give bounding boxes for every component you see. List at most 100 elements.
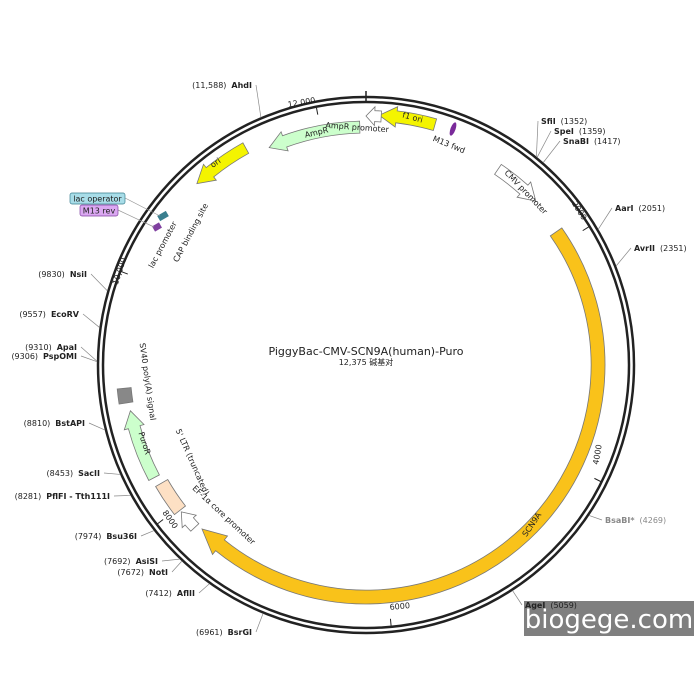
site-position: (11,588) bbox=[192, 81, 226, 90]
feature-4 bbox=[494, 163, 537, 202]
feature-0 bbox=[378, 106, 438, 131]
site-label: (7412) AflII bbox=[145, 589, 195, 598]
site-label: SfiI (1352) bbox=[541, 117, 587, 126]
site-connector bbox=[615, 247, 632, 267]
site-label: (7974) Bsu36I bbox=[75, 532, 137, 541]
site-position: (7672) bbox=[117, 568, 144, 577]
feature-6 bbox=[123, 410, 160, 482]
site-label: (8453) SacII bbox=[47, 469, 100, 478]
site-connector bbox=[103, 472, 121, 475]
site-position: (7692) bbox=[104, 557, 131, 566]
site-connector bbox=[80, 346, 98, 362]
watermark: biogege.com bbox=[525, 605, 693, 635]
plasmid-size: 12,375 碱基对 bbox=[339, 357, 394, 367]
site-name: BstAPI bbox=[55, 419, 85, 428]
feature-label: CMV promoter bbox=[503, 168, 550, 216]
site-connector bbox=[588, 515, 603, 521]
feature-label: lac operator bbox=[73, 195, 122, 204]
site-position: (1352) bbox=[561, 117, 588, 126]
site-label: BsaBI* (4269) bbox=[605, 516, 666, 525]
site-position: (8453) bbox=[47, 469, 74, 478]
site-position: (5059) bbox=[550, 601, 577, 610]
leader-line bbox=[124, 197, 161, 217]
ruler-label: 2000 bbox=[570, 200, 588, 222]
feature-2 bbox=[268, 120, 361, 152]
site-name: SnaBI bbox=[563, 137, 589, 146]
site-position: (2051) bbox=[639, 204, 666, 213]
site-name: AgeI bbox=[525, 601, 545, 610]
feature-7 bbox=[155, 478, 187, 516]
lac-operator-mark bbox=[157, 210, 169, 222]
feature-label: M13 rev bbox=[83, 207, 116, 216]
site-connector bbox=[82, 313, 100, 328]
site-name: AsiSI bbox=[136, 557, 158, 566]
feature-1 bbox=[365, 105, 382, 127]
site-label: (9310) ApaI bbox=[25, 343, 77, 352]
site-label: (9306) PspOMI bbox=[11, 352, 77, 361]
site-connector bbox=[536, 120, 539, 157]
site-name: SacII bbox=[78, 469, 100, 478]
ruler-tick bbox=[389, 618, 392, 626]
site-position: (9557) bbox=[19, 310, 46, 319]
m13-rev-mark bbox=[152, 222, 162, 232]
site-label: (8810) BstAPI bbox=[24, 419, 85, 428]
site-name: BsaBI* bbox=[605, 516, 635, 525]
site-position: (2351) bbox=[660, 244, 687, 253]
site-label: (8281) PflFI - Tth111I bbox=[15, 492, 110, 501]
ruler-tick bbox=[157, 519, 164, 525]
feature-8 bbox=[180, 511, 200, 532]
site-name: AflII bbox=[177, 589, 195, 598]
site-connector bbox=[255, 84, 262, 118]
site-name: EcoRV bbox=[51, 310, 80, 319]
ruler-label: 10,000 bbox=[111, 257, 128, 286]
site-position: (6961) bbox=[196, 628, 223, 637]
site-position: (8810) bbox=[24, 419, 51, 428]
site-connector bbox=[113, 495, 131, 497]
site-position: (8281) bbox=[15, 492, 42, 501]
site-label: (7692) AsiSI bbox=[104, 557, 158, 566]
site-position: (9306) bbox=[11, 352, 38, 361]
m13-fwd-mark bbox=[449, 122, 457, 136]
ruler-tick bbox=[594, 477, 601, 482]
site-connector bbox=[90, 273, 108, 292]
feature-5 bbox=[201, 227, 606, 605]
ruler-tick bbox=[121, 271, 128, 275]
site-connector bbox=[597, 207, 613, 230]
site-position: (9830) bbox=[38, 270, 65, 279]
site-connector bbox=[171, 560, 183, 573]
feature-label: SV40 poly(A) signal bbox=[138, 342, 158, 421]
site-name: AarI bbox=[615, 204, 634, 213]
feature-label: M13 fwd bbox=[432, 134, 467, 155]
site-label: SnaBI (1417) bbox=[563, 137, 621, 146]
site-position: (1417) bbox=[594, 137, 621, 146]
site-connector bbox=[88, 422, 106, 431]
site-name: Bsu36I bbox=[106, 532, 137, 541]
site-name: SpeI bbox=[554, 127, 574, 136]
feature-label-box bbox=[79, 204, 119, 217]
feature-label: CAP binding site bbox=[172, 202, 211, 264]
site-connector bbox=[512, 590, 523, 606]
site-position: (4269) bbox=[640, 516, 667, 525]
plasmid-title: PiggyBac-CMV-SCN9A(human)-Puro bbox=[268, 345, 463, 358]
ruler-label: 4000 bbox=[591, 444, 603, 466]
site-connector bbox=[80, 355, 98, 363]
site-position: (9310) bbox=[25, 343, 52, 352]
feature-9 bbox=[116, 387, 134, 405]
site-connector bbox=[536, 130, 552, 158]
site-name: NotI bbox=[149, 568, 168, 577]
site-name: PspOMI bbox=[43, 352, 77, 361]
feature-label: AmpR promoter bbox=[325, 121, 390, 134]
site-name: SfiI bbox=[541, 117, 556, 126]
site-label: (7672) NotI bbox=[117, 568, 168, 577]
site-name: BsrGI bbox=[228, 628, 252, 637]
feature-label-box bbox=[69, 192, 126, 205]
site-position: (1359) bbox=[579, 127, 606, 136]
site-name: NsiI bbox=[70, 270, 87, 279]
site-name: ApaI bbox=[57, 343, 77, 352]
site-connector bbox=[140, 530, 155, 537]
site-label: (6961) BsrGI bbox=[196, 628, 252, 637]
site-label: SpeI (1359) bbox=[554, 127, 606, 136]
site-label: AarI (2051) bbox=[615, 204, 665, 213]
